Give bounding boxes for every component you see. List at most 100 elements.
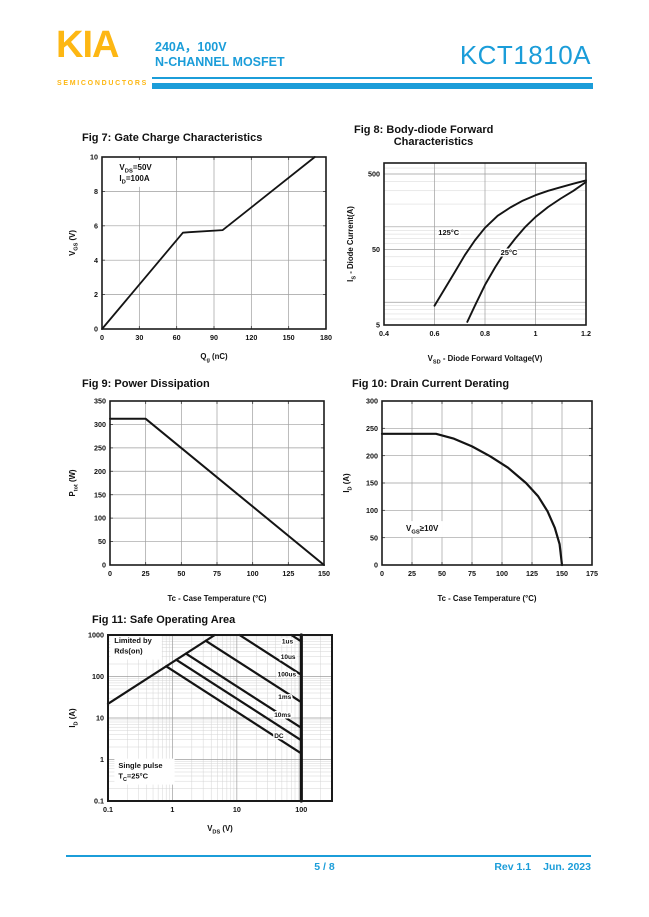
svg-text:10: 10 [233, 805, 241, 814]
svg-text:250: 250 [94, 443, 106, 452]
svg-text:125°C: 125°C [438, 228, 460, 237]
device-rating: 240A，100V [155, 40, 227, 54]
svg-text:1: 1 [170, 805, 174, 814]
svg-text:75: 75 [213, 569, 221, 578]
svg-text:500: 500 [368, 170, 380, 179]
svg-text:100: 100 [366, 506, 378, 515]
drain-derating-chart: VGS≥10V 0 25 50 75 100 125 150 175 0 50 100 150 200 25… [340, 393, 604, 605]
svg-text:100: 100 [295, 805, 307, 814]
svg-text:1.2: 1.2 [581, 329, 591, 338]
svg-text:0: 0 [94, 325, 98, 334]
svg-text:125: 125 [282, 569, 294, 578]
svg-text:0: 0 [108, 569, 112, 578]
gate-charge-chart: VDS=50V ID=100A 0 30 60 90 120 150 180 0 2 4 6 8 10 Qg … [66, 147, 338, 363]
svg-text:0: 0 [380, 569, 384, 578]
svg-text:50: 50 [438, 569, 446, 578]
svg-text:60: 60 [173, 333, 181, 342]
figure-10-title: Fig 10: Drain Current Derating [352, 378, 510, 390]
svg-text:Ptot (W): Ptot (W) [68, 469, 79, 496]
svg-text:VGS (V): VGS (V) [68, 230, 79, 256]
brand-logo: KIA [56, 24, 119, 66]
svg-text:50: 50 [98, 537, 106, 546]
svg-text:4: 4 [94, 256, 98, 265]
svg-text:125: 125 [526, 569, 538, 578]
svg-text:150: 150 [94, 490, 106, 499]
diode-125c-curve [433, 179, 587, 307]
figure-9-title: Fig 9: Power Dissipation [82, 378, 210, 390]
page-number: 5 / 8 [314, 861, 335, 873]
svg-text:150: 150 [366, 479, 378, 488]
pulse-1us-line [290, 633, 303, 643]
diode-25c-curve [466, 181, 587, 323]
svg-text:150: 150 [283, 333, 295, 342]
svg-text:1: 1 [100, 755, 104, 764]
svg-text:120: 120 [245, 333, 257, 342]
svg-text:150: 150 [318, 569, 330, 578]
svg-text:75: 75 [468, 569, 476, 578]
figure-7: Fig 7: Gate Charge Characteristics VDS=5… [66, 132, 338, 363]
svg-text:300: 300 [366, 397, 378, 406]
svg-text:50: 50 [177, 569, 185, 578]
figure-8-title: Fig 8: Body-diode Forward Characteristic… [354, 124, 494, 148]
power-dissipation-chart: 0 25 50 75 100 125 150 0 50 100 150 200 250 300 350 Tc … [66, 393, 334, 605]
svg-text:100: 100 [92, 672, 104, 681]
svg-text:100: 100 [247, 569, 259, 578]
rdson-limit-line [106, 633, 216, 705]
svg-text:VDS (V): VDS (V) [207, 824, 233, 835]
svg-text:300: 300 [94, 420, 106, 429]
svg-text:50: 50 [370, 533, 378, 542]
svg-text:100: 100 [94, 514, 106, 523]
figure-7-title: Fig 7: Gate Charge Characteristics [82, 132, 263, 144]
svg-text:25°C: 25°C [501, 248, 518, 257]
svg-text:1: 1 [534, 329, 538, 338]
svg-text:25: 25 [408, 569, 416, 578]
svg-text:0.6: 0.6 [430, 329, 440, 338]
svg-text:Qg (nC): Qg (nC) [200, 352, 228, 363]
svg-text:30: 30 [135, 333, 143, 342]
svg-text:50: 50 [372, 245, 380, 254]
footer-rule [66, 855, 591, 857]
svg-text:6: 6 [94, 221, 98, 230]
svg-text:ID (A): ID (A) [342, 473, 353, 493]
figure-11-title: Fig 11: Safe Operating Area [92, 614, 236, 626]
svg-text:8: 8 [94, 187, 98, 196]
svg-text:0.8: 0.8 [480, 329, 490, 338]
header-rule-thick [152, 83, 593, 89]
revision-block: Rev 1.1 Jun. 2023 [482, 861, 591, 873]
drain-derating-curve [380, 432, 564, 567]
svg-text:10ms: 10ms [274, 712, 291, 719]
svg-text:100: 100 [496, 569, 508, 578]
svg-text:250: 250 [366, 424, 378, 433]
svg-text:VSD - Diode Forward Voltage(V): VSD - Diode Forward Voltage(V) [428, 354, 543, 365]
figure-8: Fig 8: Body-diode Forward Characteristic… [344, 124, 596, 365]
svg-text:10: 10 [90, 153, 98, 162]
svg-text:1us: 1us [282, 639, 294, 646]
svg-text:0.4: 0.4 [379, 329, 389, 338]
brand-logo-subtitle: SEMICONDUCTORS [57, 80, 148, 87]
safe-operating-area-chart: Limited by Rds(on) Single pulse TC=25°C 1us 1… [66, 629, 344, 835]
header-rule-thin [152, 77, 592, 79]
svg-text:IS - Diode Current(A): IS - Diode Current(A) [346, 206, 357, 282]
svg-text:90: 90 [210, 333, 218, 342]
svg-text:5: 5 [376, 321, 380, 330]
svg-text:180: 180 [320, 333, 332, 342]
svg-text:200: 200 [94, 467, 106, 476]
svg-text:10us: 10us [281, 654, 296, 661]
gate-charge-curve [101, 156, 316, 330]
figure-10: Fig 10: Drain Current Derating VGS≥10V 0 2… [340, 378, 604, 605]
svg-text:350: 350 [94, 397, 106, 406]
svg-text:25: 25 [142, 569, 150, 578]
svg-text:0: 0 [102, 561, 106, 570]
body-diode-chart: 125°C 25°C 0.4 0.6 0.8 1 1.2 5 50 500 VSD - Diode … [344, 151, 596, 365]
svg-text:200: 200 [366, 451, 378, 460]
svg-text:VGS≥10V: VGS≥10V [406, 524, 439, 535]
svg-text:150: 150 [556, 569, 568, 578]
svg-text:1ms: 1ms [278, 694, 291, 701]
device-type: N-CHANNEL MOSFET [155, 55, 285, 69]
pulse-10ms-line [175, 658, 303, 742]
figure-9: Fig 9: Power Dissipation 0 25 50 75 100 125 15… [66, 378, 334, 605]
svg-text:0.1: 0.1 [94, 797, 104, 806]
